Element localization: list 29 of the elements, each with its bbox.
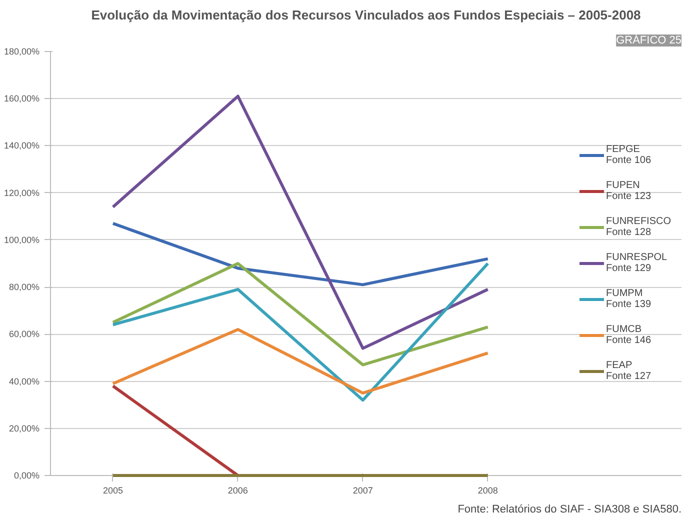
legend-label: FUNREFISCO Fonte 128 bbox=[606, 216, 671, 238]
y-tick-label: 40,00% bbox=[8, 376, 40, 386]
line-series bbox=[111, 262, 490, 402]
y-tick-label: 180,00% bbox=[4, 46, 40, 56]
y-tick-label: 100,00% bbox=[4, 234, 40, 245]
legend-label: FEAP Fonte 127 bbox=[606, 360, 652, 382]
x-tick-label: 2008 bbox=[478, 486, 498, 496]
legend-label: FEPGE Fonte 106 bbox=[606, 144, 652, 166]
y-tick-label: 140,00% bbox=[4, 140, 40, 151]
legend-label: FUNRESPOL Fonte 129 bbox=[606, 252, 668, 274]
y-tick-label: 160,00% bbox=[4, 94, 40, 104]
y-tick-label: 60,00% bbox=[8, 329, 40, 340]
x-tick-label: 2007 bbox=[352, 486, 373, 496]
legend-label: FUPEN Fonte 123 bbox=[606, 180, 652, 202]
source-note: Fonte: Relatórios do SIAF - SIA308 e SIA580. bbox=[458, 504, 682, 516]
y-tick-label: 20,00% bbox=[8, 423, 40, 434]
line-series bbox=[111, 94, 490, 350]
x-tick-label: 2005 bbox=[102, 486, 123, 496]
y-tick-label: 120,00% bbox=[4, 188, 40, 198]
x-tick-label: 2006 bbox=[228, 486, 248, 496]
line-series bbox=[111, 328, 490, 395]
legend-label: FUMCB Fonte 146 bbox=[606, 324, 652, 346]
y-tick-label: 80,00% bbox=[8, 282, 40, 292]
chart-title: Evolução da Movimentação dos Recursos Vinculados aos Fundos Especiais – 2005-2008 bbox=[91, 8, 641, 22]
line-series bbox=[111, 262, 490, 366]
y-tick-label: 0,00% bbox=[14, 470, 40, 480]
text: GRÁFICO 25 bbox=[616, 34, 682, 46]
line-series bbox=[111, 222, 490, 286]
legend-label: FUMPM Fonte 139 bbox=[606, 288, 652, 310]
